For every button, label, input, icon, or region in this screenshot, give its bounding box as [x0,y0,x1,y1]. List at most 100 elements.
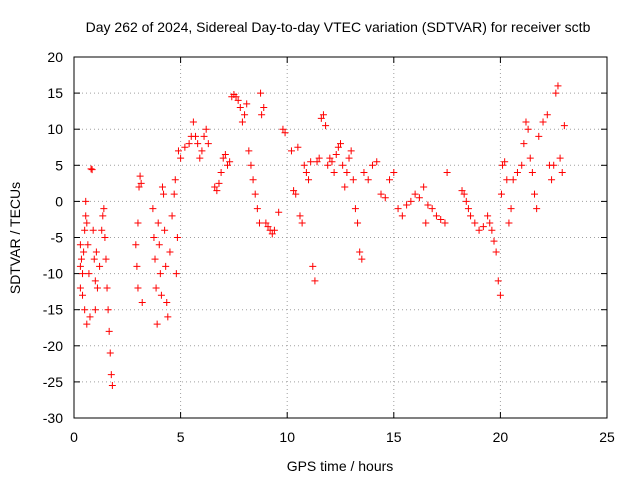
data-point [428,205,436,213]
data-point [172,270,180,278]
data-point [533,205,541,213]
data-point [262,219,270,227]
data-point [171,176,179,184]
y-axis: -30 -25 -20 -15 -10 -5 0 5 10 15 20 [43,49,607,426]
data-point [341,183,349,191]
x-tick-label: 25 [599,429,615,445]
data-point [422,219,430,227]
data-point [236,104,244,112]
data-point [202,125,210,133]
data-point [85,270,93,278]
data-point [307,158,315,166]
data-point [213,187,221,195]
x-tick-label: 0 [70,429,78,445]
data-point [526,154,534,162]
data-point [302,169,310,177]
data-point [251,190,259,198]
data-point [219,154,227,162]
data-point [460,190,468,198]
data-point [200,132,208,140]
data-point [76,241,84,249]
data-point [420,183,428,191]
data-point [192,132,200,140]
data-point [415,194,423,202]
data-point [351,205,359,213]
data-point [330,169,338,177]
data-point [86,313,94,321]
data-point [268,230,276,238]
data-point [135,183,143,191]
data-point [133,262,141,270]
data-point [221,150,229,158]
data-point [535,132,543,140]
data-point [509,176,517,184]
data-point [91,277,99,285]
data-point [548,176,556,184]
x-axis-label: GPS time / hours [287,458,394,474]
data-point [96,262,104,270]
data-point [102,255,110,263]
data-point [496,291,504,299]
y-tick-label: 20 [47,49,63,65]
data-point [211,183,219,191]
data-point [217,169,225,177]
data-point [87,165,95,173]
data-point [324,161,332,169]
data-point [501,158,509,166]
data-point [76,262,84,270]
data-point [134,284,142,292]
data-point [467,212,475,220]
data-point [328,158,336,166]
data-point [98,226,106,234]
data-point [471,219,479,227]
data-point [260,104,268,112]
data-point [281,129,289,137]
data-point [174,147,182,155]
data-point [105,327,113,335]
data-point [108,382,116,390]
y-tick-label: -20 [43,338,63,354]
data-point [294,143,302,151]
data-point [458,187,466,195]
data-point [550,161,558,169]
data-point [339,161,347,169]
data-point [79,270,87,278]
data-point [132,241,140,249]
data-point [319,111,327,119]
data-point [364,176,372,184]
x-tick-label: 10 [279,429,295,445]
data-point [490,237,498,245]
data-point [520,140,528,148]
y-tick-label: -25 [43,374,63,390]
data-point [317,114,325,122]
data-point [154,219,162,227]
data-point [358,255,366,263]
data-point [315,154,323,162]
data-point [79,291,87,299]
data-point [279,125,287,133]
data-point [155,241,163,249]
data-point [189,118,197,126]
data-point [80,248,88,256]
data-point [528,169,536,177]
data-point [185,140,193,148]
data-point [163,298,171,306]
y-tick-label: 15 [47,85,63,101]
data-point [558,169,566,177]
data-point [381,194,389,202]
data-point [151,255,159,263]
data-point [194,140,202,148]
data-point [326,154,334,162]
data-point [543,111,551,119]
data-point [354,219,362,227]
data-point [198,147,206,155]
data-points [76,82,568,390]
data-point [507,205,515,213]
data-point [84,241,92,249]
data-point [232,93,240,101]
data-point [343,169,351,177]
x-tick-label: 15 [386,429,402,445]
x-tick-label: 20 [493,429,509,445]
data-point [149,205,157,213]
